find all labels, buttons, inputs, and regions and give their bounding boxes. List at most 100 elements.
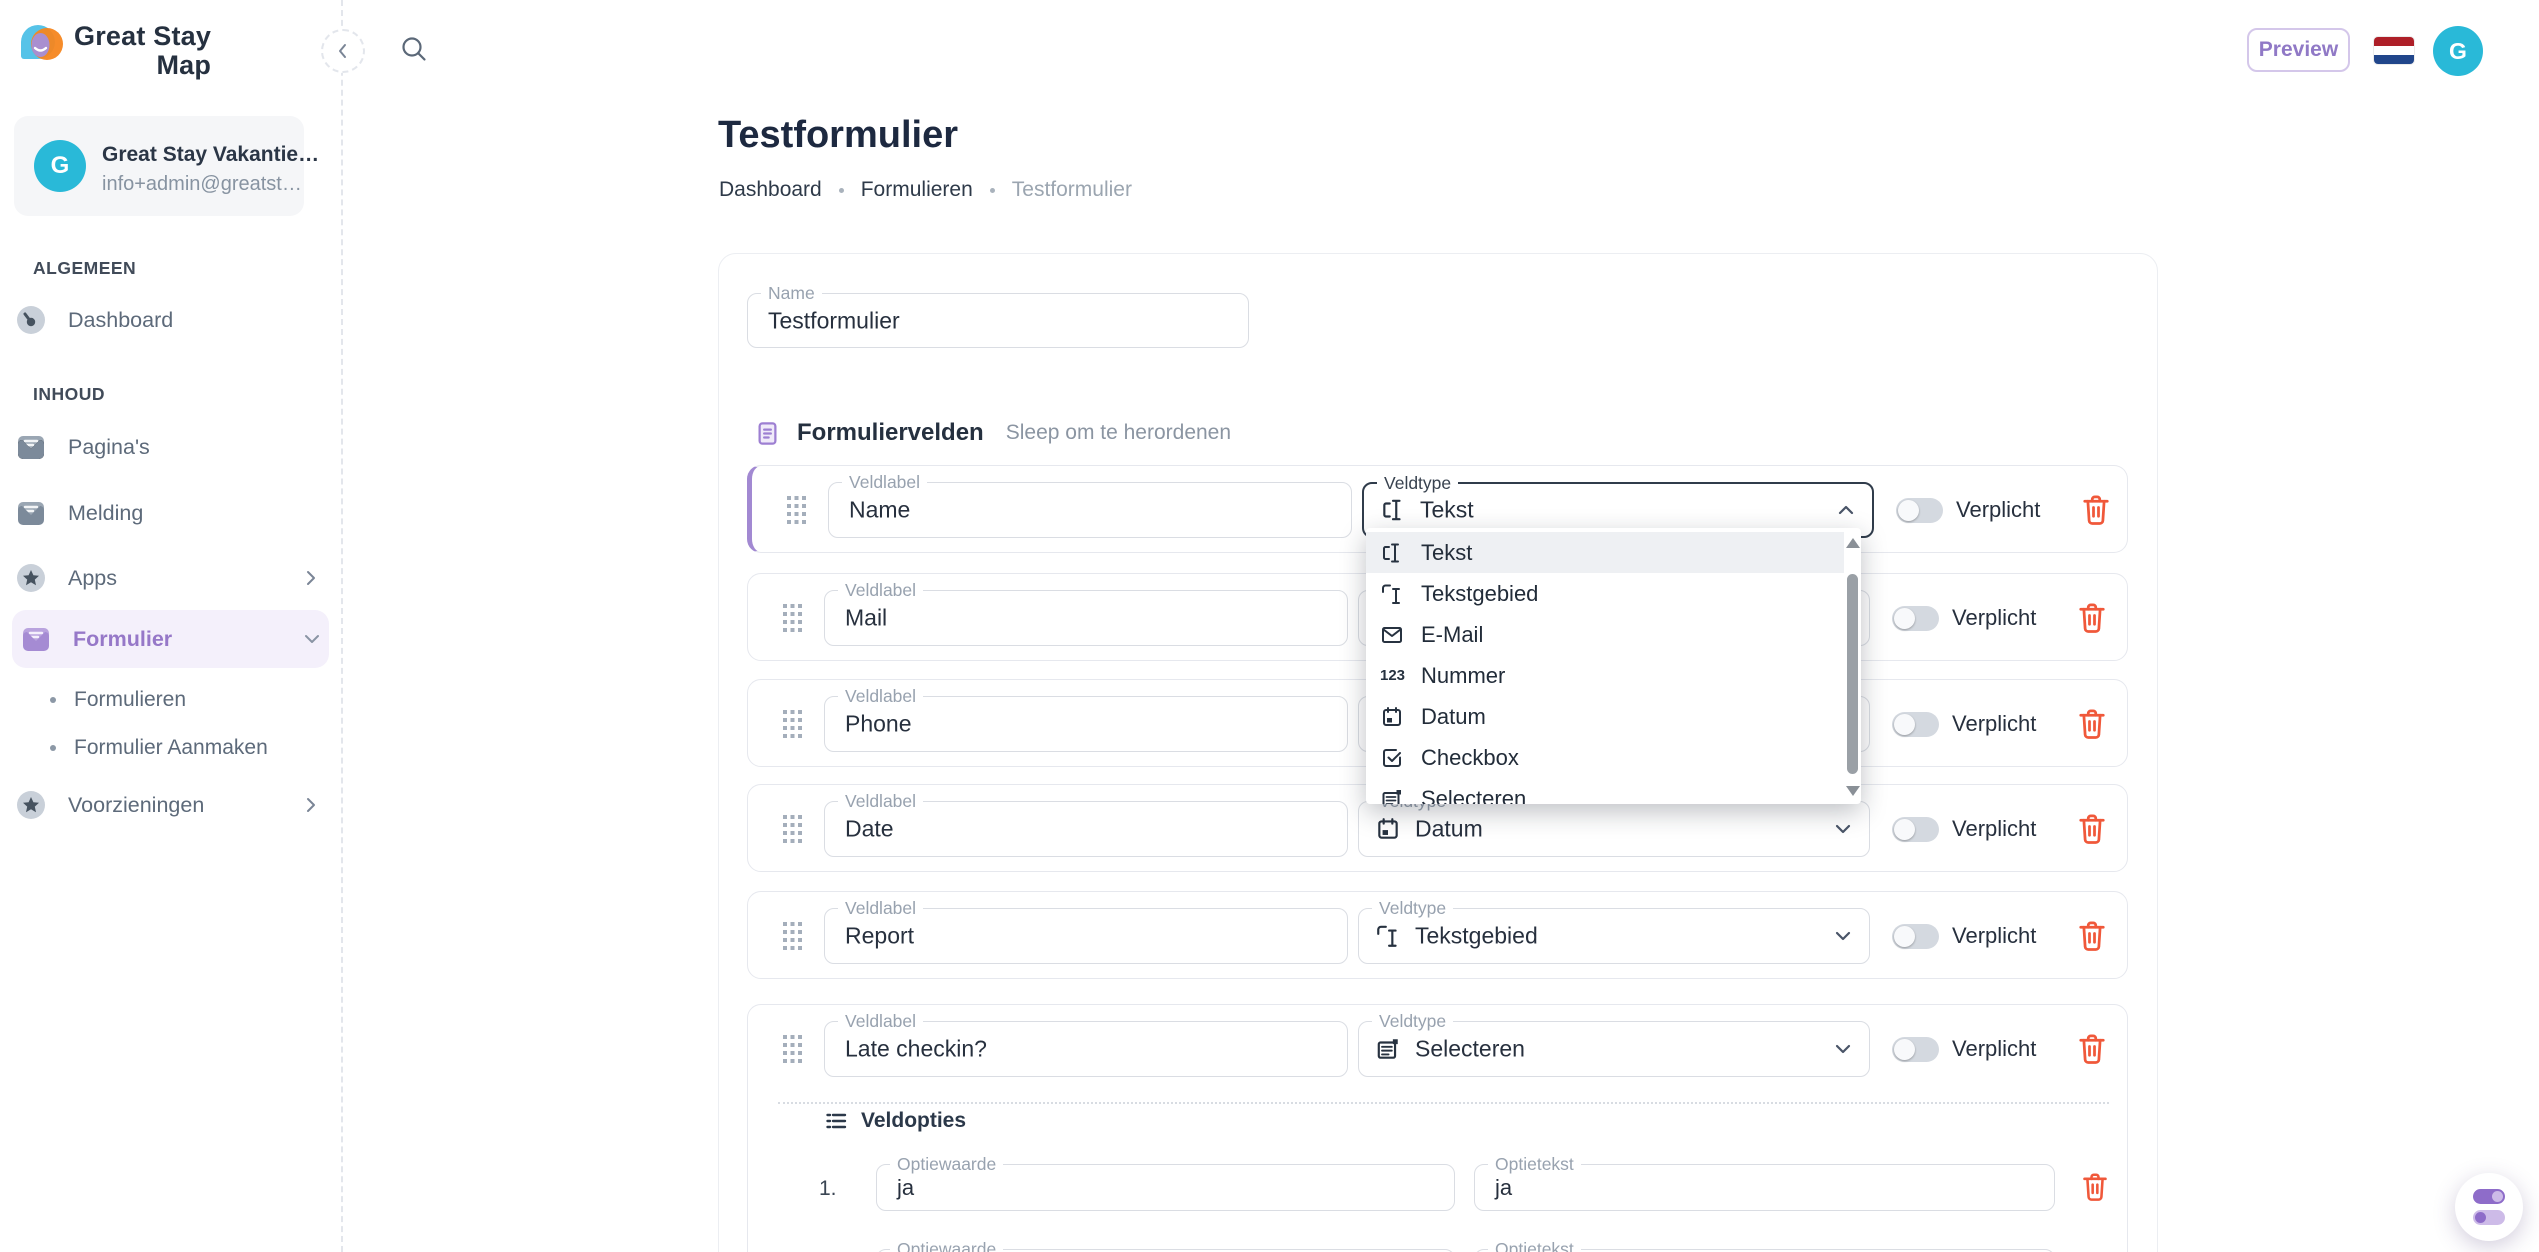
sidebar-item-label: Melding [68,500,144,525]
trash-icon[interactable] [2077,1032,2107,1066]
chevron-down-icon [1833,1039,1853,1059]
verplicht-label: Verplicht [1952,1036,2037,1061]
sidebar-item-label: Formulier [73,626,173,651]
sidebar-item-formulieren[interactable]: Formulieren [16,682,186,718]
sidebar-item-label: Formulier Aanmaken [74,736,268,759]
fields-section-hint: Sleep om te herordenen [1005,421,1232,444]
dropdown-option-selecteren[interactable]: Selecteren [1366,778,1844,804]
trash-icon[interactable] [2077,601,2107,635]
optietekst-field[interactable]: Optietekst ja [1474,1154,2055,1211]
form-name-field[interactable]: Name Testformulier [747,283,1249,348]
sidebar-item-melding[interactable]: Melding [16,490,327,536]
list-icon [826,1113,847,1129]
star-icon [17,791,45,819]
verplicht-toggle[interactable] [1892,606,1939,631]
sidebar-collapse-button[interactable] [321,29,365,73]
settings-toggles-fab[interactable] [2455,1173,2523,1241]
veldtype-dropdown: Tekst Tekstgebied E-Mail 123 Nummer [1366,528,1861,804]
drag-handle-icon[interactable] [786,495,807,525]
drag-handle-icon[interactable] [782,603,803,633]
text-cursor-icon [1383,543,1399,562]
toggle-pill-icon [2473,1210,2505,1225]
toggle-pill-icon [2473,1189,2505,1204]
sidebar-item-formulier[interactable]: Formulier [12,610,329,668]
sidebar-item-voorzieningen[interactable]: Voorzieningen [16,782,327,828]
drag-handle-icon[interactable] [782,921,803,951]
user-avatar[interactable]: G [2433,26,2483,76]
dropdown-option-tekst[interactable]: Tekst [1366,532,1844,573]
veldlabel-field[interactable]: Veldlabel Name [828,472,1352,538]
breadcrumb-separator [989,187,995,193]
dropdown-scrollbar[interactable] [1845,530,1860,802]
sidebar-item-dashboard[interactable]: Dashboard [16,297,327,343]
mail-icon [18,502,44,525]
calendar-icon [1383,706,1401,726]
preview-button[interactable]: Preview [2247,28,2350,72]
trash-icon[interactable] [2081,1171,2109,1203]
optiewaarde-field[interactable]: Optiewaarde ja [876,1154,1455,1211]
veldtype-select[interactable]: Veldtype Tekstgebied [1358,898,1870,964]
sidebar-item-apps[interactable]: Apps [16,555,327,601]
verplicht-toggle[interactable] [1892,817,1939,842]
veldlabel-field[interactable]: Veldlabel Mail [824,580,1348,646]
optiewaarde-field[interactable]: Optiewaarde nee [876,1239,1455,1252]
brand-logo[interactable]: Great Stay Map [18,22,211,80]
workspace-avatar: G [34,140,86,192]
veldtype-select[interactable]: Veldtype Datum [1358,791,1870,857]
dropdown-option-nummer[interactable]: 123 Nummer [1380,662,1506,688]
scrollbar-thumb[interactable] [1847,574,1858,774]
email-icon [1382,626,1402,643]
fields-section-header: Formuliervelden Sleep om te herordenen [754,419,1231,447]
chevron-up-icon [1836,500,1856,520]
mail-icon [18,436,44,459]
mail-icon [23,628,49,651]
sidebar-item-paginas[interactable]: Pagina's [16,424,327,470]
sidebar-section-inhoud: INHOUD [33,384,106,404]
workspace-card[interactable]: G Great Stay Vakantie… info+admin@greats… [14,116,319,216]
fields-section-title: Formuliervelden [797,419,984,446]
verplicht-toggle[interactable] [1892,1037,1939,1062]
veldlabel-field[interactable]: Veldlabel Late checkin? [824,1011,1348,1077]
field-row-report: Veldlabel Report Veldtype Tekstgebied Ve… [747,891,2128,979]
verplicht-toggle[interactable] [1892,924,1939,949]
veldlabel-field[interactable]: Veldlabel Phone [824,686,1348,752]
form-editor-card: Name Testformulier Formuliervelden Sleep… [718,253,2158,1252]
veldlabel-field[interactable]: Veldlabel Report [824,898,1348,964]
veldtype-select[interactable]: Veldtype Selecteren [1358,1011,1870,1077]
workspace-name: Great Stay Vakantie… [102,143,320,166]
dropdown-option-tekstgebied[interactable]: Tekstgebied [1366,573,1844,614]
verplicht-toggle[interactable] [1892,712,1939,737]
dropdown-option-datum[interactable]: Datum [1366,696,1844,737]
optietekst-field[interactable]: Optietekst nee [1474,1239,2055,1252]
search-button[interactable] [399,34,431,66]
verplicht-toggle[interactable] [1896,498,1943,523]
sidebar-item-label: Pagina's [68,434,150,459]
trash-icon[interactable] [2077,919,2107,953]
scroll-up-icon[interactable] [1846,538,1860,548]
dropdown-option-email[interactable]: E-Mail [1366,614,1844,655]
sidebar: Great Stay Map G Great Stay Vakantie… in… [0,0,343,1252]
workspace-email: info+admin@greatst… [102,173,302,195]
bullet-icon [50,745,56,751]
sidebar-item-formulier-aanmaken[interactable]: Formulier Aanmaken [16,730,268,766]
star-icon [17,564,45,592]
veldlabel-field[interactable]: Veldlabel Date [824,791,1348,857]
scroll-down-icon[interactable] [1846,786,1860,796]
dropdown-option-checkbox[interactable]: Checkbox [1366,737,1844,778]
breadcrumb-formulieren[interactable]: Formulieren [860,178,973,201]
drag-handle-icon[interactable] [782,1034,803,1064]
sidebar-item-label: Apps [68,565,118,590]
drag-handle-icon[interactable] [782,709,803,739]
field-row-late-checkin: Veldlabel Late checkin? Veldtype Selecte… [747,1004,2128,1252]
select-list-icon [1375,1036,1401,1062]
trash-icon[interactable] [2077,812,2107,846]
trash-icon[interactable] [2077,707,2107,741]
trash-icon[interactable] [2081,493,2111,527]
chevron-right-icon [303,570,319,586]
veldopties-divider [778,1102,2109,1104]
dutch-flag-icon[interactable] [2374,37,2414,64]
sidebar-item-label: Voorzieningen [68,792,205,817]
textarea-icon [1382,584,1400,604]
breadcrumb-dashboard[interactable]: Dashboard [719,178,822,201]
drag-handle-icon[interactable] [782,814,803,844]
